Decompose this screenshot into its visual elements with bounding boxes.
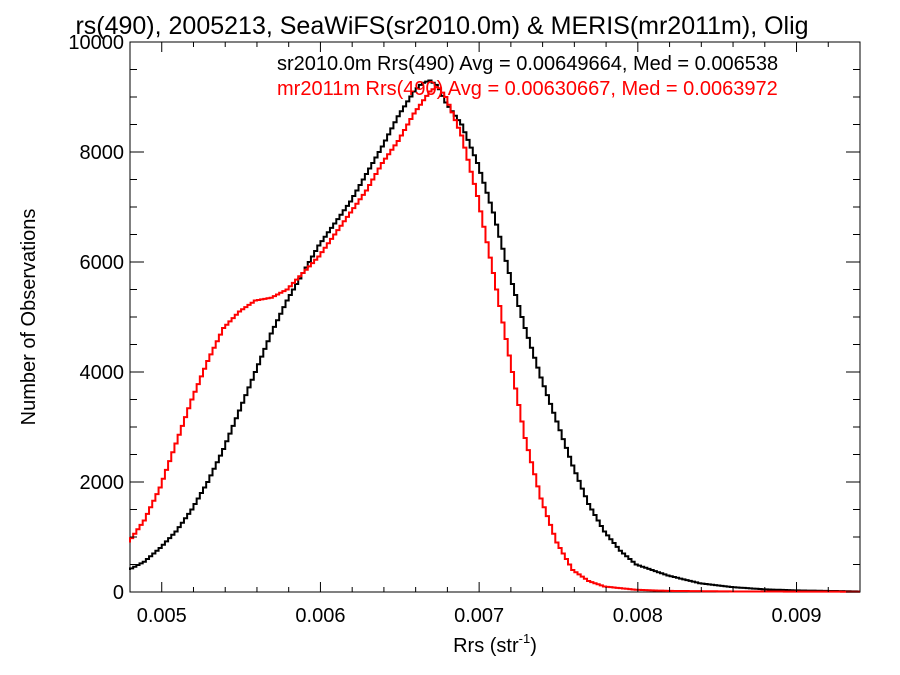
chart-title: rs(490), 2005213, SeaWiFS(sr2010.0m) & M… [75, 12, 808, 40]
series-line-mr2011m [129, 86, 860, 593]
y-tick-label: 10000 [68, 32, 124, 54]
y-tick-label: 0 [113, 582, 124, 604]
x-tick-label: 0.007 [454, 605, 504, 627]
x-tick-label: 0.009 [771, 605, 821, 627]
x-tick-labels: 0.005 0.006 0.007 0.008 0.009 [137, 605, 822, 627]
plot-area [129, 41, 861, 593]
x-axis-label-superscript: -1 [519, 631, 531, 646]
y-tick-labels: 0 2000 4000 6000 8000 10000 [68, 32, 124, 604]
x-tick-label: 0.005 [137, 605, 187, 627]
legend-entry-sr2010.0m: sr2010.0m Rrs(490) Avg = 0.00649664, Med… [277, 53, 778, 75]
x-tick-label: 0.006 [295, 605, 345, 627]
x-axis-label: Rrs (str-1) [453, 631, 537, 657]
x-axis-label-tail: ) [530, 635, 537, 657]
y-tick-label: 8000 [80, 142, 125, 164]
plot-frame [129, 41, 861, 593]
y-tick-label: 2000 [80, 472, 125, 494]
x-axis-label-main: Rrs (str [453, 635, 519, 657]
y-tick-label: 6000 [80, 252, 125, 274]
legend-entry-mr2011m: mr2011m Rrs(490) Avg = 0.00630667, Med =… [277, 78, 778, 100]
axis-ticks [130, 41, 860, 593]
series-group [129, 79, 860, 593]
series-line-sr2010.0m [129, 79, 860, 593]
x-tick-label: 0.008 [613, 605, 663, 627]
y-axis-label: Number of Observations [18, 209, 40, 426]
y-tick-label: 4000 [80, 362, 125, 384]
legend: sr2010.0m Rrs(490) Avg = 0.00649664, Med… [277, 53, 778, 100]
